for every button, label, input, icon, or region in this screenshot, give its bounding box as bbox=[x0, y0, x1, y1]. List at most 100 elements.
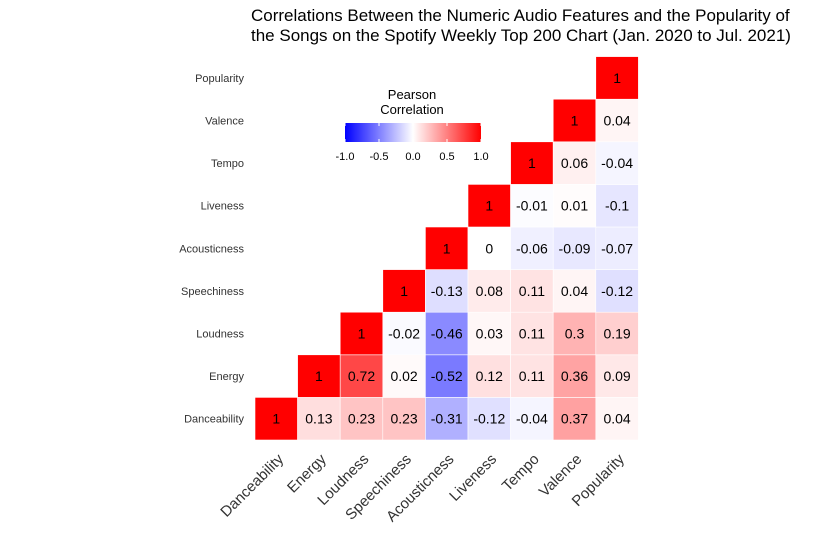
cell-loudness-loudness bbox=[339, 311, 384, 356]
cell-label-tempo-loudness: 0.11 bbox=[519, 326, 545, 342]
legend-tick-label: -0.5 bbox=[370, 151, 389, 163]
color-legend: -1.0 -0.5 0.0 0.5 1.0 bbox=[336, 123, 489, 163]
cell-label-valence-tempo: 0.06 bbox=[561, 155, 588, 171]
cell-label-popularity-popularity: 1 bbox=[613, 70, 621, 86]
cell-label-tempo-energy: 0.11 bbox=[519, 368, 545, 384]
legend-tick-label: 0.0 bbox=[405, 151, 420, 163]
cell-label-popularity-acousticness: -0.07 bbox=[601, 240, 633, 256]
y-tick-popularity: Popularity bbox=[195, 73, 244, 85]
cell-label-loudness-energy: 0.72 bbox=[348, 368, 375, 384]
cell-label-valence-energy: 0.36 bbox=[561, 368, 588, 384]
cell-label-popularity-danceability: 0.04 bbox=[603, 411, 630, 427]
cell-popularity-energy bbox=[595, 354, 639, 398]
legend-title: Pearson Correlation bbox=[340, 87, 484, 117]
cell-liveness-loudness bbox=[467, 311, 511, 356]
cell-label-liveness-liveness: 1 bbox=[485, 198, 493, 214]
cell-label-energy-energy: 1 bbox=[315, 368, 323, 384]
cell-label-popularity-speechiness: -0.12 bbox=[601, 283, 633, 299]
chart-title-line-1: Correlations Between the Numeric Audio F… bbox=[251, 6, 790, 25]
cell-speechiness-speechiness bbox=[382, 269, 426, 313]
cell-label-popularity-tempo: -0.04 bbox=[601, 155, 633, 171]
cell-loudness-energy bbox=[339, 354, 384, 398]
cell-valence-tempo bbox=[552, 141, 597, 185]
cell-tempo-liveness bbox=[510, 184, 554, 228]
cell-label-popularity-loudness: 0.19 bbox=[603, 326, 630, 342]
legend-title-line-1: Pearson bbox=[387, 87, 437, 102]
y-tick-acousticness: Acousticness bbox=[179, 243, 244, 255]
cell-label-tempo-danceability: -0.04 bbox=[516, 411, 548, 427]
cell-label-liveness-loudness: 0.03 bbox=[476, 326, 503, 342]
cell-label-tempo-liveness: -0.01 bbox=[516, 198, 548, 214]
cell-speechiness-loudness bbox=[382, 311, 426, 356]
cell-valence-energy bbox=[552, 354, 597, 398]
cell-acousticness-loudness bbox=[425, 311, 469, 356]
cell-label-loudness-danceability: 0.23 bbox=[348, 411, 375, 427]
cell-valence-valence bbox=[552, 98, 597, 143]
cell-tempo-tempo bbox=[510, 141, 554, 185]
cell-label-speechiness-energy: 0.02 bbox=[390, 368, 417, 384]
cell-label-valence-speechiness: 0.04 bbox=[561, 283, 588, 299]
cell-label-liveness-acousticness: 0 bbox=[485, 240, 493, 256]
cell-label-acousticness-speechiness: -0.13 bbox=[431, 283, 463, 299]
legend-tick-label: -1.0 bbox=[336, 151, 355, 163]
cell-energy-danceability bbox=[297, 397, 341, 441]
cell-liveness-liveness bbox=[467, 184, 511, 228]
cell-acousticness-speechiness bbox=[425, 269, 469, 313]
cell-popularity-loudness bbox=[595, 311, 639, 356]
legend-color-bar bbox=[345, 123, 481, 142]
x-tick-liveness: Liveness bbox=[446, 451, 500, 505]
cell-popularity-popularity bbox=[595, 56, 639, 100]
legend-ticks: -1.0 -0.5 0.0 0.5 1.0 bbox=[336, 123, 489, 163]
cell-label-liveness-speechiness: 0.08 bbox=[476, 283, 503, 299]
cell-popularity-tempo bbox=[595, 141, 639, 185]
cell-popularity-acousticness bbox=[595, 226, 639, 270]
cell-label-liveness-danceability: -0.12 bbox=[473, 411, 505, 427]
cell-label-valence-loudness: 0.3 bbox=[565, 326, 585, 342]
legend-title-line-2: Correlation bbox=[380, 102, 444, 117]
cell-acousticness-energy bbox=[425, 354, 469, 398]
cell-acousticness-danceability bbox=[425, 397, 469, 441]
cell-valence-acousticness bbox=[552, 226, 597, 270]
chart-title: Correlations Between the Numeric Audio F… bbox=[251, 6, 791, 46]
legend-tick-label: 1.0 bbox=[473, 151, 488, 163]
cell-label-valence-acousticness: -0.09 bbox=[559, 240, 591, 256]
cell-label-valence-danceability: 0.37 bbox=[561, 411, 588, 427]
cell-tempo-loudness bbox=[510, 311, 554, 356]
y-axis-tick-labels: Danceability Energy Loudness Speechiness Aco… bbox=[179, 73, 244, 426]
cell-tempo-acousticness bbox=[510, 226, 554, 270]
cell-label-popularity-liveness: -0.1 bbox=[605, 198, 629, 214]
cell-label-tempo-acousticness: -0.06 bbox=[516, 240, 548, 256]
cell-liveness-danceability bbox=[467, 397, 511, 441]
cell-label-liveness-energy: 0.12 bbox=[476, 368, 503, 384]
cell-label-tempo-tempo: 1 bbox=[528, 155, 536, 171]
cell-label-acousticness-loudness: -0.46 bbox=[431, 326, 463, 342]
cell-popularity-speechiness bbox=[595, 269, 639, 313]
cell-loudness-danceability bbox=[339, 397, 384, 441]
y-tick-valence: Valence bbox=[205, 116, 244, 128]
y-tick-liveness: Liveness bbox=[201, 201, 245, 213]
cell-label-loudness-loudness: 1 bbox=[358, 326, 366, 342]
y-tick-loudness: Loudness bbox=[196, 329, 244, 341]
cell-label-acousticness-danceability: -0.31 bbox=[431, 411, 463, 427]
heatmap-cells bbox=[254, 56, 639, 441]
cell-label-danceability-danceability: 1 bbox=[272, 411, 280, 427]
cell-liveness-energy bbox=[467, 354, 511, 398]
heatmap-cell-labels: 1 0.13 0.23 0.23 -0.31 -0.12 -0.04 0.37 0.04 1 0.7… bbox=[272, 70, 633, 427]
cell-valence-loudness bbox=[552, 311, 597, 356]
y-tick-speechiness: Speechiness bbox=[181, 286, 244, 298]
cell-label-valence-liveness: 0.01 bbox=[561, 198, 588, 214]
cell-liveness-acousticness bbox=[467, 226, 511, 270]
cell-label-speechiness-speechiness: 1 bbox=[400, 283, 408, 299]
cell-label-energy-danceability: 0.13 bbox=[305, 411, 332, 427]
cell-tempo-speechiness bbox=[510, 269, 554, 313]
cell-acousticness-acousticness bbox=[425, 226, 469, 270]
cell-label-popularity-energy: 0.09 bbox=[603, 368, 630, 384]
x-axis-tick-labels: DanceabilityEnergyLoudnessSpeechinessAco… bbox=[217, 450, 628, 525]
cell-popularity-danceability bbox=[595, 397, 639, 441]
cell-label-valence-valence: 1 bbox=[571, 113, 579, 129]
chart-title-line-2: the Songs on the Spotify Weekly Top 200 … bbox=[251, 26, 791, 45]
cell-label-tempo-speechiness: 0.11 bbox=[519, 283, 545, 299]
legend-tick-label: 0.5 bbox=[439, 151, 454, 163]
cell-label-popularity-valence: 0.04 bbox=[603, 113, 630, 129]
